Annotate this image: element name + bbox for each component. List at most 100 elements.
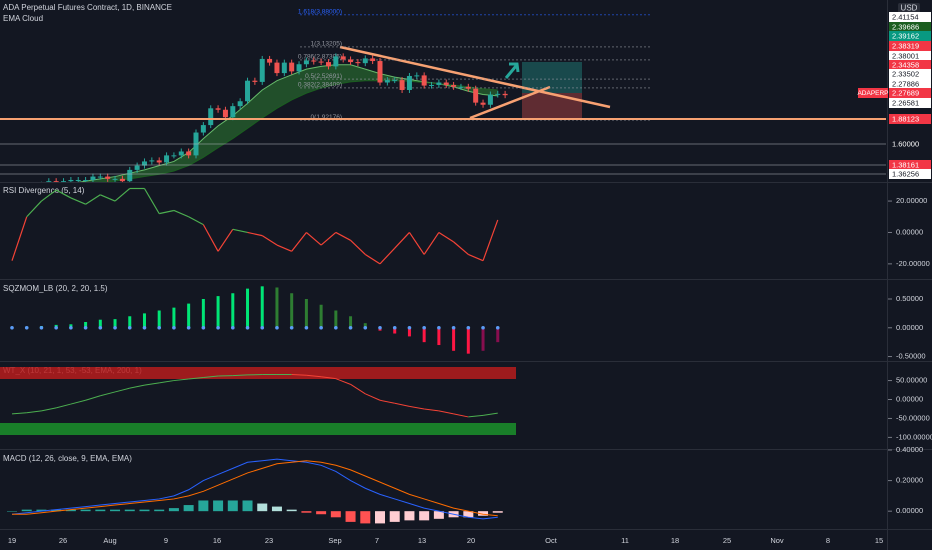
indicator-pane: SQZMOM_LB (20, 2, 20, 1.5) bbox=[3, 284, 892, 358]
x-tick-label: 8 bbox=[826, 536, 830, 545]
squeeze-dot bbox=[334, 325, 338, 330]
x-tick-label: 20 bbox=[467, 536, 475, 545]
rsi-segment bbox=[408, 232, 425, 255]
candle bbox=[83, 180, 89, 182]
ema-cloud bbox=[80, 64, 498, 182]
momentum-bar bbox=[216, 296, 220, 328]
y-tick-label: 0.00000 bbox=[896, 227, 923, 236]
candle bbox=[340, 56, 346, 60]
macd-histogram-bar bbox=[316, 511, 327, 515]
macd-histogram-bar bbox=[360, 511, 371, 524]
wave-segment bbox=[70, 399, 86, 405]
squeeze-dot bbox=[422, 325, 426, 330]
macd-histogram-bar bbox=[301, 511, 312, 513]
overbought-band bbox=[0, 367, 516, 379]
price-label: 2.34358 bbox=[892, 60, 919, 69]
wave-segment bbox=[232, 374, 248, 377]
price-label: 2.33502 bbox=[892, 69, 919, 78]
rsi-segment bbox=[55, 189, 72, 199]
momentum-bar bbox=[172, 307, 176, 328]
candle bbox=[451, 84, 457, 87]
macd-histogram-bar bbox=[271, 506, 282, 512]
candle bbox=[274, 62, 280, 74]
rsi-segment bbox=[394, 232, 410, 249]
squeeze-dot bbox=[319, 325, 323, 330]
y-tick-label: -0.50000 bbox=[896, 352, 926, 361]
macd-histogram-bar bbox=[330, 511, 341, 518]
rsi-segment bbox=[41, 189, 57, 202]
candle bbox=[75, 180, 81, 182]
candle bbox=[215, 108, 221, 110]
fib-label: 0.382(2.38409) bbox=[298, 82, 342, 89]
macd-histogram-bar bbox=[492, 511, 503, 513]
price-label: 2.39686 bbox=[892, 22, 919, 31]
momentum-bar bbox=[304, 298, 308, 328]
macd-histogram-bar bbox=[463, 511, 474, 518]
wave-segment bbox=[438, 410, 454, 415]
ema-slow bbox=[98, 80, 498, 182]
macd-histogram-bar bbox=[154, 509, 165, 512]
macd-histogram-bar bbox=[65, 509, 76, 512]
rsi-segment bbox=[188, 216, 204, 226]
macd-histogram-bar bbox=[21, 509, 32, 512]
candle bbox=[318, 61, 324, 63]
candle bbox=[429, 84, 435, 86]
squeeze-dot bbox=[245, 325, 250, 330]
momentum-bar bbox=[246, 288, 250, 328]
momentum-bar bbox=[275, 287, 279, 328]
momentum-bar bbox=[437, 327, 441, 346]
candle bbox=[465, 86, 471, 89]
rsi-segment bbox=[438, 231, 454, 243]
wave-segment bbox=[129, 384, 145, 389]
rsi-segment bbox=[26, 200, 42, 218]
candle bbox=[289, 62, 295, 72]
momentum-bar bbox=[157, 310, 161, 328]
rsi-segment bbox=[261, 235, 278, 246]
candle bbox=[370, 58, 376, 62]
squeeze-dot bbox=[378, 325, 382, 330]
rsi-segment bbox=[114, 188, 131, 202]
candle bbox=[487, 94, 493, 105]
rsi-segment bbox=[291, 232, 307, 252]
squeeze-dot bbox=[83, 325, 88, 330]
momentum-bar bbox=[113, 319, 117, 328]
x-tick-label: 11 bbox=[621, 536, 629, 545]
momentum-bar bbox=[201, 298, 205, 328]
candle bbox=[458, 86, 464, 88]
macd-histogram-bar bbox=[419, 511, 430, 521]
y-tick-label: 0.00000 bbox=[896, 323, 923, 332]
fib-label: 0.5(2.52691) bbox=[305, 73, 342, 80]
x-tick-label: 18 bbox=[671, 536, 679, 545]
momentum-bar bbox=[422, 327, 426, 343]
wave-segment bbox=[379, 399, 395, 404]
x-tick-label: Oct bbox=[545, 536, 558, 545]
candle bbox=[384, 80, 390, 83]
x-tick-label: Nov bbox=[770, 536, 784, 545]
momentum-bar bbox=[128, 316, 132, 328]
indicator-panes: RSI Divergence (5, 14) SQZMOM_LB (20, 2, … bbox=[0, 186, 892, 524]
squeeze-dot bbox=[172, 325, 176, 330]
squeeze-dot bbox=[39, 325, 44, 330]
macd-line bbox=[11, 458, 498, 520]
wave-segment bbox=[291, 374, 307, 376]
candle bbox=[230, 106, 236, 118]
y-tick-label: -50.00000 bbox=[896, 413, 930, 422]
squeeze-dot bbox=[216, 325, 220, 330]
candle bbox=[156, 160, 162, 163]
rsi-segment bbox=[276, 244, 292, 252]
momentum-bar bbox=[452, 327, 456, 351]
macd-histogram-bar bbox=[242, 500, 253, 512]
momentum-bar bbox=[407, 327, 411, 337]
y-tick-label: 0.40000 bbox=[896, 445, 923, 454]
squeeze-dot bbox=[98, 325, 103, 330]
momentum-bar bbox=[481, 327, 485, 351]
rsi-segment bbox=[85, 194, 101, 205]
candle bbox=[421, 75, 427, 86]
squeeze-dot bbox=[437, 325, 441, 330]
currency-box bbox=[898, 3, 920, 13]
squeeze-dot bbox=[201, 325, 206, 330]
macd-histogram-bar bbox=[389, 511, 400, 522]
wave-segment bbox=[350, 383, 366, 395]
candle bbox=[259, 58, 265, 82]
